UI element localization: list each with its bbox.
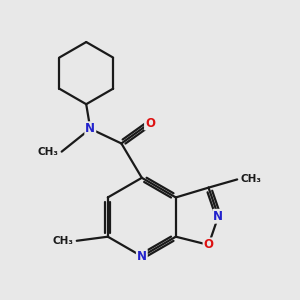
Text: CH₃: CH₃ — [38, 147, 58, 157]
Text: N: N — [85, 122, 95, 135]
Text: O: O — [145, 116, 155, 130]
Text: CH₃: CH₃ — [52, 236, 74, 246]
Text: O: O — [203, 238, 214, 251]
Text: N: N — [213, 210, 224, 223]
Text: N: N — [137, 250, 147, 263]
Text: CH₃: CH₃ — [240, 174, 261, 184]
